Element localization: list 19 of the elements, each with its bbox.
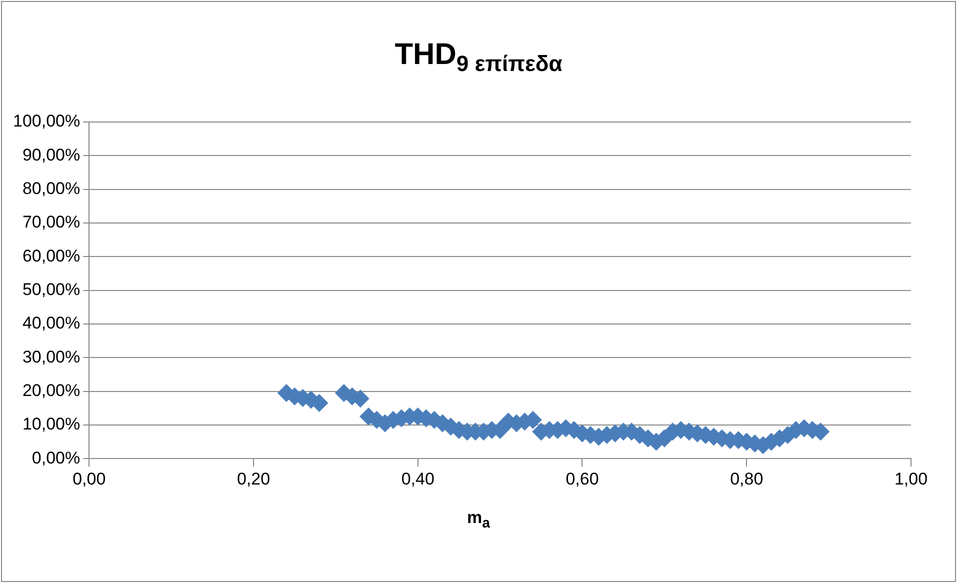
y-tick-label: 40,00% <box>22 314 80 333</box>
x-tick-label: 0,00 <box>72 469 106 488</box>
x-axis-title: m$_{a}$ <box>466 508 492 532</box>
y-tick-label: 0,00% <box>32 448 80 468</box>
x-tick-label: 0,60 <box>566 469 599 488</box>
y-tick-label: 70,00% <box>22 212 80 232</box>
y-tick-label: 100,00% <box>12 112 80 131</box>
y-tick-label: 60,00% <box>22 246 80 266</box>
x-tick-label: 1,00 <box>894 469 928 488</box>
y-tick-label: 80,00% <box>22 179 80 198</box>
chart-title: THD$_{9 επίπεδα}$ <box>394 38 564 77</box>
y-tick-label: 30,00% <box>22 347 80 366</box>
y-tick-label: 90,00% <box>22 145 80 164</box>
y-tick-label: 10,00% <box>22 414 80 434</box>
y-tick-label: 20,00% <box>22 380 80 400</box>
x-tick-label: 0,40 <box>401 469 434 488</box>
x-tick-label: 0,20 <box>236 469 270 488</box>
y-tick-label: 50,00% <box>22 280 80 299</box>
x-tick-label: 0,80 <box>730 469 764 488</box>
